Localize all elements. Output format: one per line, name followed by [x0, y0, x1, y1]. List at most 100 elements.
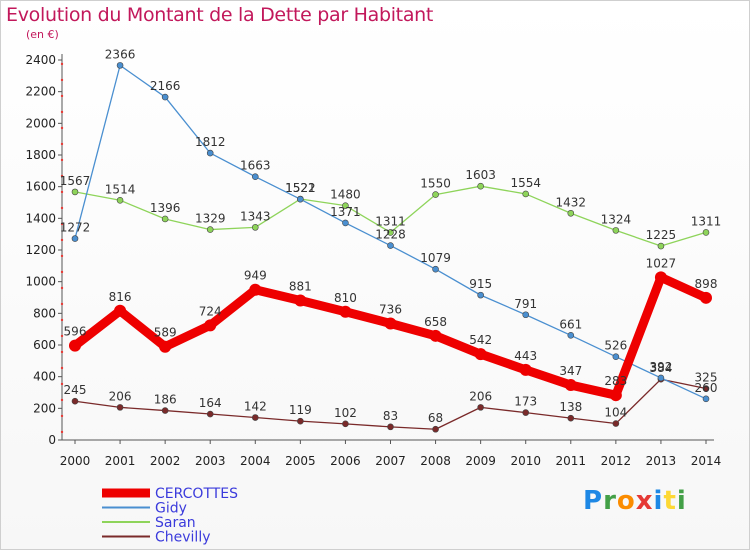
data-point	[477, 404, 484, 411]
logo-letter: x	[635, 486, 654, 516]
data-point	[251, 173, 259, 180]
data-point	[339, 305, 352, 318]
data-label: 1311	[375, 214, 406, 228]
y-tick-label: 2400	[25, 53, 56, 67]
y-tick-label: 2200	[25, 85, 56, 99]
x-tick-label: 2011	[556, 454, 587, 468]
data-label: 1079	[420, 251, 451, 265]
y-tick-label: 1400	[25, 211, 56, 225]
data-point	[522, 190, 530, 198]
data-label: 68	[428, 411, 443, 425]
data-label: 186	[154, 393, 177, 407]
data-point	[522, 409, 530, 416]
data-label: 1272	[60, 221, 91, 235]
x-tick-label: 2010	[510, 454, 541, 468]
data-point	[161, 407, 169, 414]
logo-letter: r	[603, 486, 617, 516]
data-point	[702, 229, 710, 236]
data-point	[702, 385, 710, 392]
data-point	[206, 149, 214, 157]
data-point	[159, 340, 172, 353]
data-point	[612, 227, 620, 234]
y-tick-label: 1600	[25, 180, 56, 194]
data-point	[71, 188, 79, 196]
data-label: 898	[695, 277, 718, 291]
x-tick-label: 2001	[105, 454, 136, 468]
data-label: 1521	[285, 181, 316, 195]
data-point	[116, 404, 124, 411]
data-label: 1329	[195, 212, 226, 226]
legend-label-saran: Saran	[155, 515, 196, 531]
data-point	[612, 353, 620, 361]
data-point	[432, 191, 439, 198]
y-axis-dot	[60, 62, 64, 66]
data-label: 596	[64, 325, 87, 339]
data-point	[294, 294, 307, 307]
proxiti-logo: Proxiti	[583, 486, 687, 516]
data-label: 791	[514, 297, 537, 311]
data-point	[342, 219, 349, 227]
data-point	[657, 374, 665, 382]
data-label: 1812	[195, 135, 226, 149]
data-point	[387, 229, 394, 236]
data-point	[69, 339, 81, 352]
data-point	[567, 209, 575, 217]
logo-letter: i	[653, 486, 664, 516]
data-label: 810	[334, 291, 357, 305]
x-tick-label: 2006	[330, 454, 361, 468]
data-point	[432, 265, 439, 273]
data-label: 206	[109, 389, 132, 403]
x-tick-label: 2007	[375, 454, 406, 468]
y-axis-dot	[60, 238, 64, 242]
data-label: 2166	[150, 79, 181, 93]
data-label: 1396	[150, 201, 181, 215]
data-label: 138	[559, 400, 582, 414]
data-point	[251, 224, 259, 231]
x-tick-label: 2003	[195, 454, 226, 468]
y-axis-dot	[60, 334, 64, 338]
data-point	[249, 283, 262, 296]
y-axis-dot	[60, 350, 64, 354]
y-axis-dot	[60, 190, 64, 194]
data-label: 164	[199, 396, 222, 410]
y-axis-dot	[60, 254, 64, 258]
y-axis-dot	[60, 206, 64, 210]
data-label: 443	[514, 349, 537, 363]
data-label: 658	[424, 315, 447, 329]
y-axis-dot	[60, 286, 64, 290]
data-label: 1663	[240, 159, 271, 173]
data-label: 1432	[556, 195, 587, 209]
data-label: 881	[289, 280, 312, 294]
data-label: 102	[334, 406, 357, 420]
data-point	[71, 397, 79, 405]
y-axis-dot	[60, 414, 64, 418]
x-tick-label: 2009	[465, 454, 496, 468]
data-point	[474, 348, 487, 361]
data-label: 104	[604, 406, 627, 420]
y-axis-dot	[60, 222, 64, 226]
data-point	[161, 215, 169, 223]
data-point	[519, 363, 532, 376]
data-label: 1343	[240, 209, 271, 223]
data-label: 384	[649, 361, 672, 375]
data-point	[251, 414, 259, 421]
data-point	[206, 410, 214, 418]
data-label: 173	[514, 395, 537, 409]
data-label: 1371	[330, 205, 361, 219]
x-tick-label: 2000	[60, 454, 91, 468]
y-axis-dot	[60, 382, 64, 386]
logo-letter: o	[616, 486, 636, 516]
data-label: 325	[695, 371, 718, 385]
data-point	[657, 242, 665, 250]
logo-letter: i	[676, 486, 687, 516]
y-axis-dot	[60, 94, 64, 98]
x-tick-label: 2013	[646, 454, 677, 468]
legend-label-gidy: Gidy	[155, 501, 187, 517]
data-point	[342, 420, 349, 428]
data-label: 736	[379, 302, 402, 316]
data-point	[297, 195, 304, 203]
legend-label-cercottes: CERCOTTES	[155, 486, 238, 502]
data-label: 1027	[646, 256, 677, 270]
data-point	[609, 389, 622, 402]
